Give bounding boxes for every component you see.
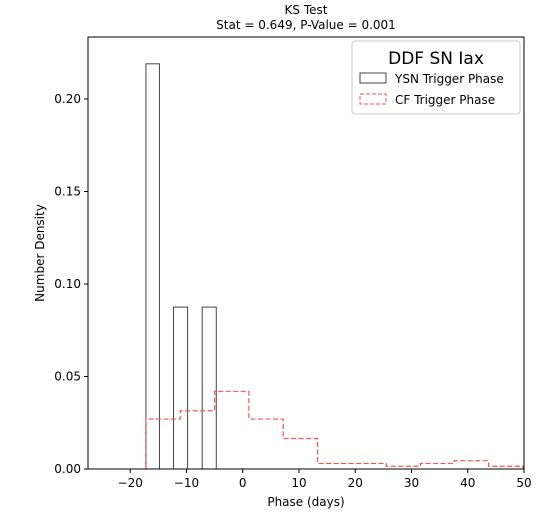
x-tick-label-5: 30 — [404, 476, 419, 490]
ysn-bar-2 — [173, 306, 189, 470]
y-tick-label-4: 0.20 — [54, 92, 81, 106]
y-tick-label-2: 0.10 — [54, 277, 81, 291]
cf-step-line — [145, 390, 524, 469]
y-tick-label-1: 0.05 — [54, 369, 81, 383]
x-tick-label-1: −10 — [174, 476, 199, 490]
legend-label-cf: CF Trigger Phase — [395, 93, 495, 107]
y-axis: 0.00 0.05 0.10 0.15 0.20 — [54, 92, 88, 476]
legend-swatch-ysn — [359, 72, 387, 84]
y-tick-label-0: 0.00 — [54, 462, 81, 476]
chart-subtitle: Stat = 0.649, P-Value = 0.001 — [216, 18, 396, 32]
plot-area — [87, 36, 525, 470]
x-tick-label-4: 20 — [348, 476, 363, 490]
legend-frame — [351, 40, 521, 115]
x-tick-label-3: 10 — [291, 476, 306, 490]
x-tick-label-2: 0 — [239, 476, 247, 490]
legend: DDF SN Iax YSN Trigger Phase CF Trigger … — [351, 40, 521, 115]
x-axis: −20 −10 0 10 20 30 40 50 — [118, 469, 532, 490]
x-tick-label-7: 50 — [516, 476, 531, 490]
ysn-bar-0 — [145, 63, 160, 470]
y-axis-label: Number Density — [33, 204, 47, 302]
legend-label-ysn: YSN Trigger Phase — [394, 72, 504, 86]
plot-frame — [87, 36, 525, 470]
chart-title: KS Test — [285, 3, 328, 17]
legend-swatch-cf — [359, 93, 387, 105]
x-axis-label: Phase (days) — [267, 495, 344, 509]
ysn-bar-4 — [201, 306, 217, 470]
x-tick-label-0: −20 — [118, 476, 143, 490]
y-tick-label-3: 0.15 — [54, 184, 81, 198]
legend-title: DDF SN Iax — [388, 49, 484, 69]
x-tick-label-6: 40 — [460, 476, 475, 490]
